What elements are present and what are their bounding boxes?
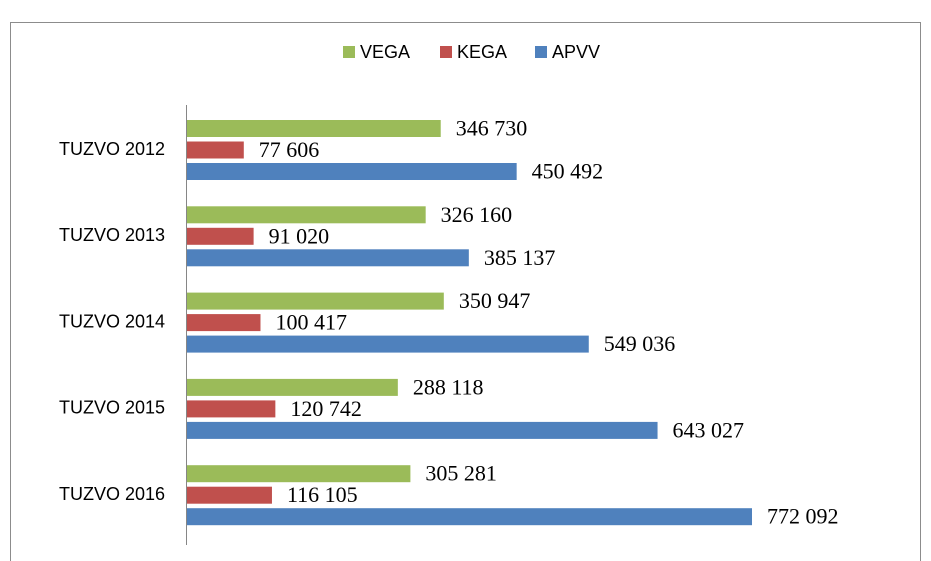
y-tick-label: TUZVO 2016 bbox=[59, 484, 165, 504]
bar bbox=[187, 421, 658, 439]
legend-label: KEGA bbox=[457, 42, 507, 62]
legend-swatch bbox=[343, 46, 355, 58]
value-label: 643 027 bbox=[673, 417, 745, 442]
bar bbox=[187, 486, 272, 504]
value-label: 385 137 bbox=[484, 245, 556, 270]
value-label: 326 160 bbox=[441, 202, 513, 227]
bar bbox=[187, 141, 244, 159]
value-label: 100 417 bbox=[275, 310, 347, 335]
bar bbox=[187, 120, 441, 137]
value-label: 91 020 bbox=[269, 223, 330, 248]
bar bbox=[187, 163, 517, 180]
value-label: 549 036 bbox=[604, 331, 676, 356]
legend-label: VEGA bbox=[360, 42, 410, 62]
value-label: 772 092 bbox=[767, 504, 839, 529]
bar bbox=[187, 314, 261, 332]
bar bbox=[187, 400, 276, 418]
chart-border bbox=[10, 22, 921, 561]
bar bbox=[187, 249, 469, 267]
value-label: 305 281 bbox=[425, 461, 497, 486]
value-label: 116 105 bbox=[287, 482, 358, 507]
legend-swatch bbox=[440, 46, 452, 58]
bar bbox=[187, 465, 411, 483]
value-label: 288 118 bbox=[413, 374, 484, 399]
value-label: 350 947 bbox=[459, 288, 531, 313]
value-label: 77 606 bbox=[259, 137, 320, 162]
bar bbox=[187, 508, 752, 526]
y-tick-label: TUZVO 2015 bbox=[59, 398, 165, 418]
value-label: 120 742 bbox=[290, 396, 362, 421]
y-tick-label: TUZVO 2013 bbox=[59, 225, 165, 245]
legend-swatch bbox=[535, 46, 547, 58]
value-label: 450 492 bbox=[532, 159, 604, 184]
bar bbox=[187, 292, 444, 310]
bar bbox=[187, 206, 426, 224]
bar bbox=[187, 378, 398, 396]
y-tick-label: TUZVO 2012 bbox=[59, 139, 165, 159]
bar bbox=[187, 335, 589, 353]
bar bbox=[187, 227, 254, 245]
value-label: 346 730 bbox=[456, 116, 527, 141]
y-tick-label: TUZVO 2014 bbox=[59, 311, 165, 331]
legend-label: APVV bbox=[552, 42, 600, 62]
